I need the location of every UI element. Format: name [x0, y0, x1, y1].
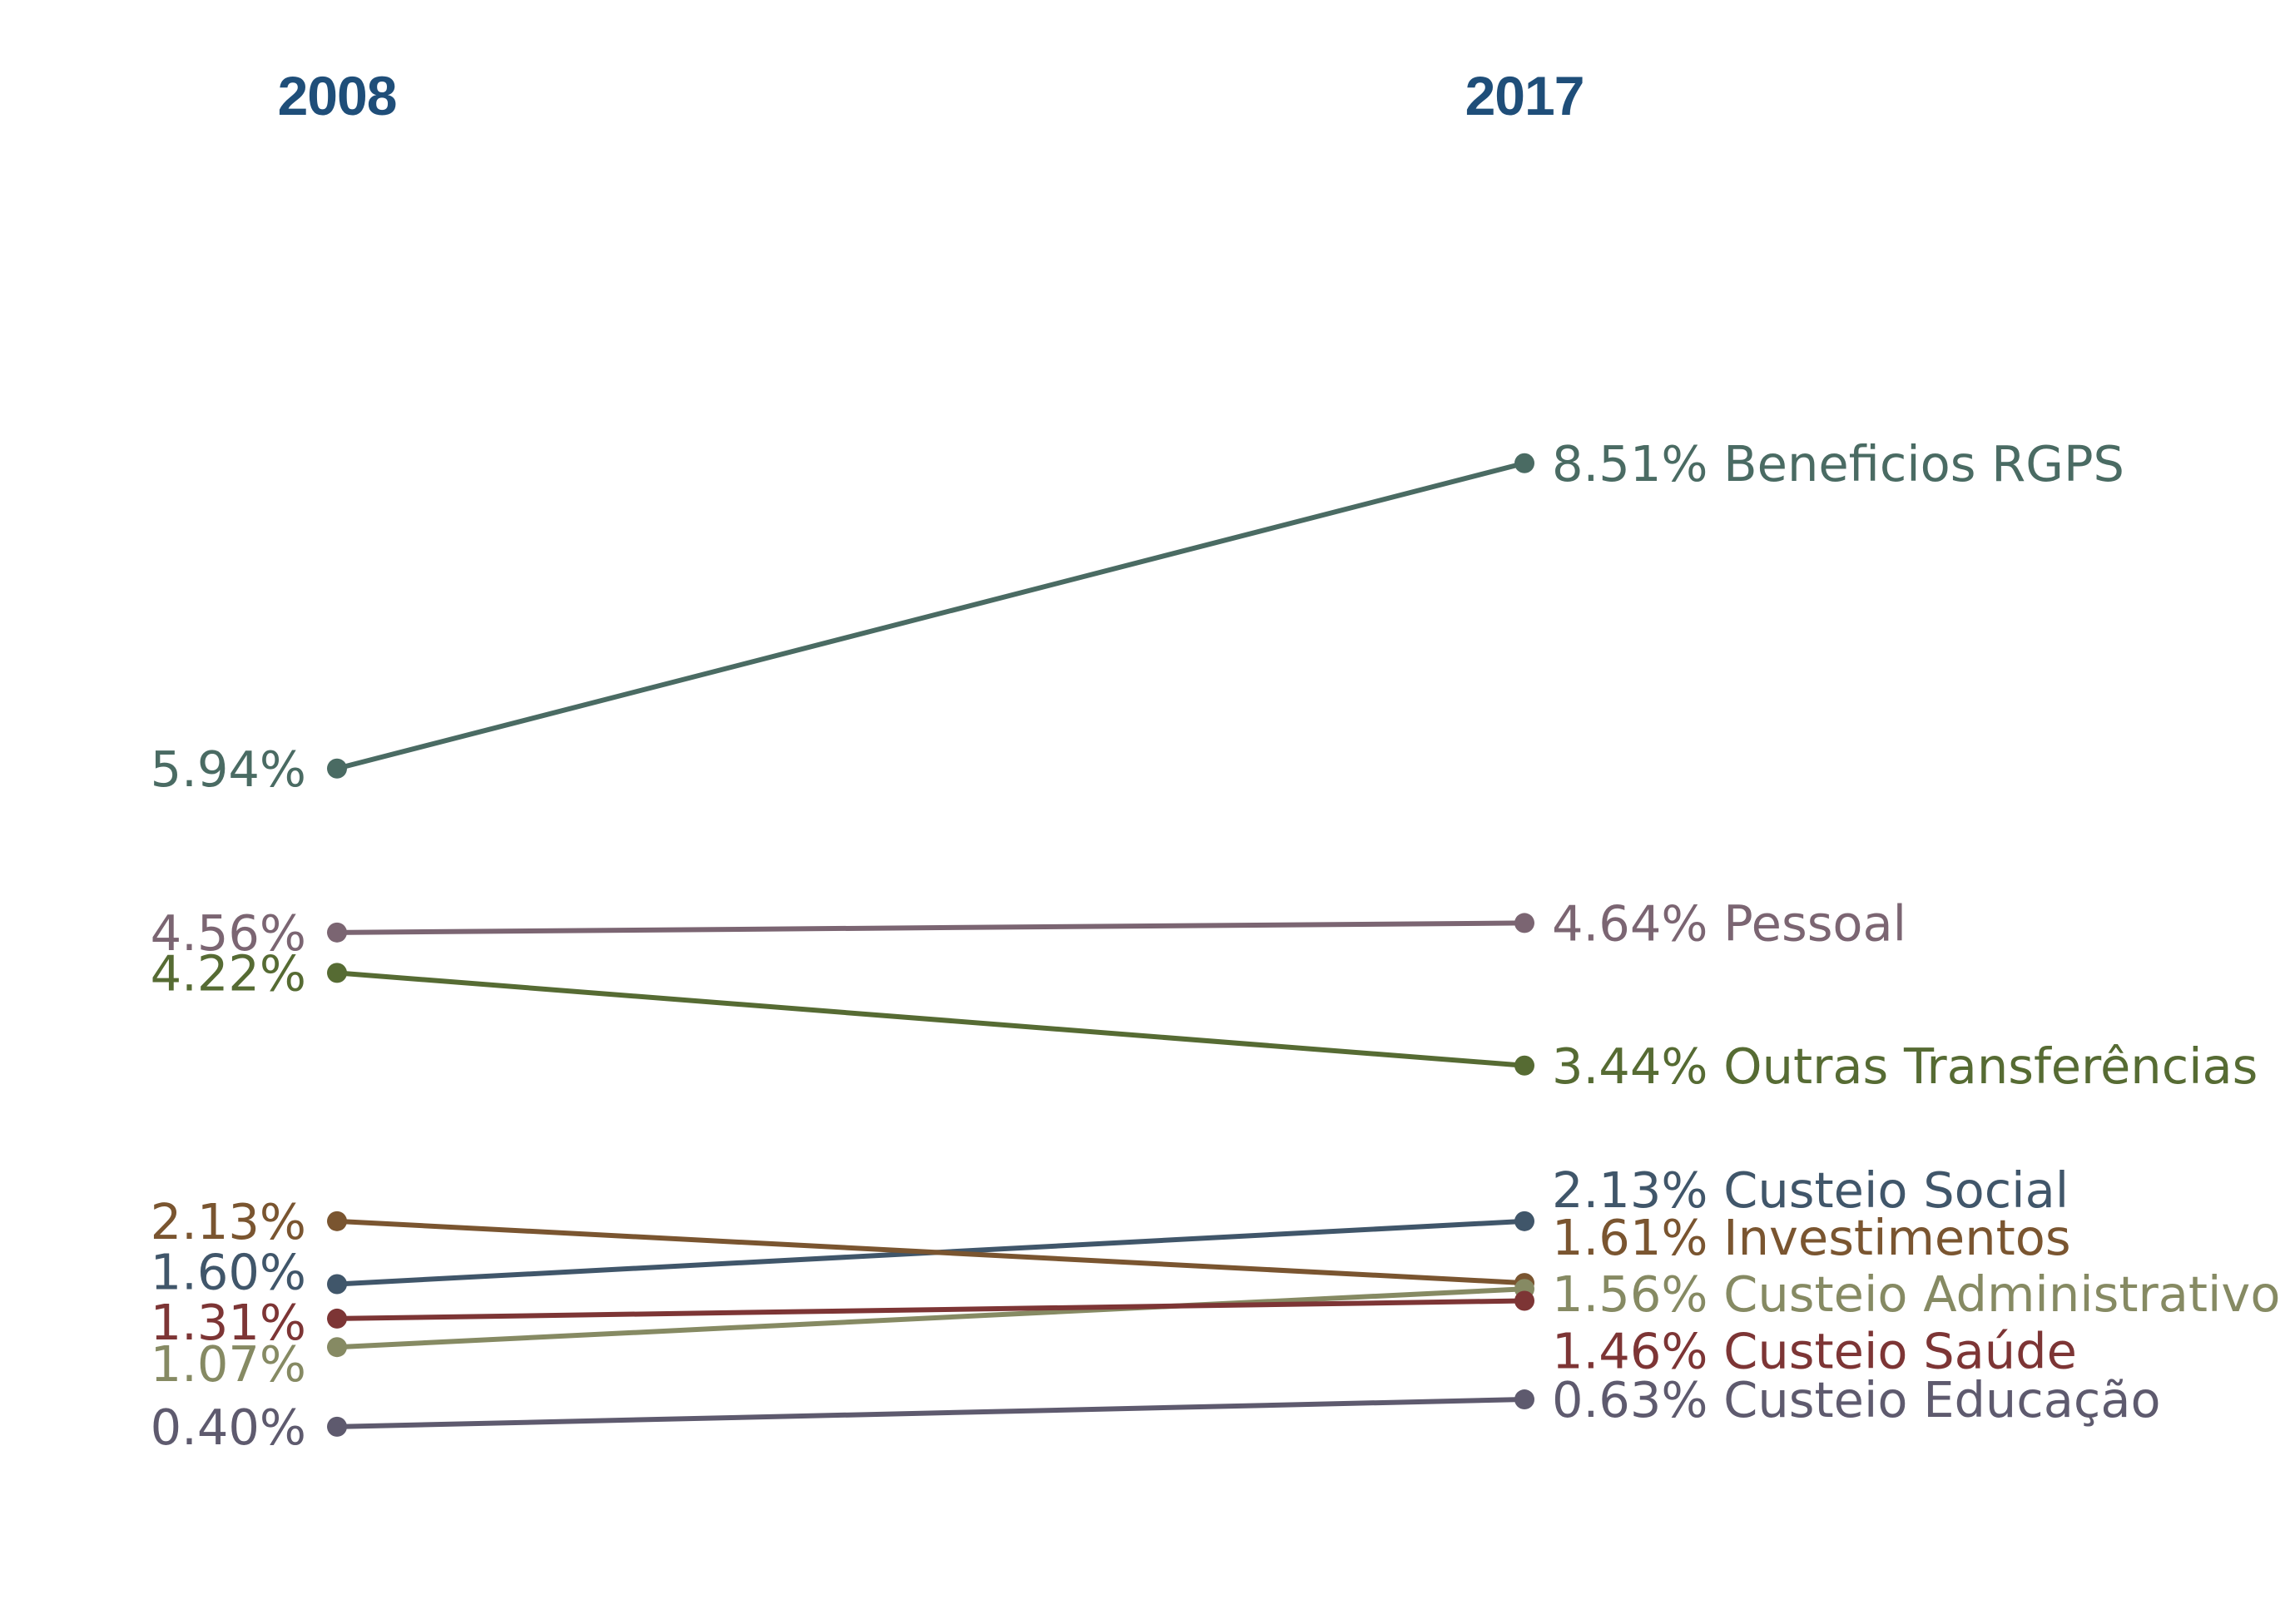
point-pessoal-2008	[327, 922, 347, 943]
point-custeio-social-2008	[327, 1274, 347, 1295]
line-investimentos	[336, 1218, 1525, 1286]
right-label-custeio-administrativo: 1.56% Custeio Administrativo	[1552, 1265, 2280, 1323]
point-custeio-educacao-2017	[1514, 1389, 1534, 1410]
left-label-investimentos: 2.13%	[151, 1193, 306, 1250]
point-beneficios-rgps-2008	[327, 758, 347, 779]
line-beneficios-rgps	[336, 460, 1525, 771]
series-points	[327, 453, 1534, 1437]
left-label-custeio-social: 1.60%	[151, 1244, 306, 1301]
left-label-custeio-educacao: 0.40%	[151, 1399, 306, 1456]
point-pessoal-2017	[1514, 913, 1534, 933]
right-label-outras-transferencias: 3.44% Outras Transferências	[1552, 1037, 2258, 1095]
left-label-outras-transferencias: 4.22%	[151, 944, 306, 1002]
series-lines	[336, 460, 1525, 1429]
point-custeio-saude-2008	[327, 1308, 347, 1329]
point-custeio-social-2017	[1514, 1211, 1534, 1231]
point-custeio-administrativo-2008	[327, 1337, 347, 1358]
line-custeio-administrativo	[336, 1286, 1525, 1350]
right-label-investimentos: 1.61% Investimentos	[1552, 1209, 2071, 1266]
left-label-pessoal: 4.56%	[151, 904, 306, 962]
right-label-beneficios-rgps: 8.51% Beneficios RGPS	[1552, 435, 2124, 493]
point-investimentos-2008	[327, 1211, 347, 1231]
point-custeio-educacao-2008	[327, 1416, 347, 1437]
year-label-2008: 2008	[278, 65, 397, 126]
right-label-pessoal: 4.64% Pessoal	[1552, 894, 1906, 952]
right-label-custeio-saude: 1.46% Custeio Saúde	[1552, 1323, 2077, 1380]
left-label-custeio-administrativo: 1.07%	[151, 1335, 306, 1393]
year-label-2017: 2017	[1465, 65, 1584, 126]
line-custeio-educacao	[336, 1397, 1525, 1429]
point-custeio-saude-2017	[1514, 1290, 1534, 1311]
point-outras-transferencias-2008	[327, 963, 347, 983]
line-outras-transferencias	[336, 970, 1525, 1068]
left-label-custeio-saude: 1.31%	[151, 1294, 306, 1351]
point-outras-transferencias-2017	[1514, 1055, 1534, 1076]
series-labels: 5.94% 8.51% Beneficios RGPS 4.56% 4.64% Pes…	[151, 435, 2281, 1456]
right-label-custeio-social: 2.13% Custeio Social	[1552, 1161, 2069, 1219]
point-beneficios-rgps-2017	[1514, 453, 1534, 473]
right-label-custeio-educacao: 0.63% Custeio Educação	[1552, 1371, 2161, 1428]
line-custeio-saude	[336, 1298, 1525, 1321]
left-label-beneficios-rgps: 5.94%	[151, 740, 306, 798]
line-pessoal	[336, 920, 1525, 935]
